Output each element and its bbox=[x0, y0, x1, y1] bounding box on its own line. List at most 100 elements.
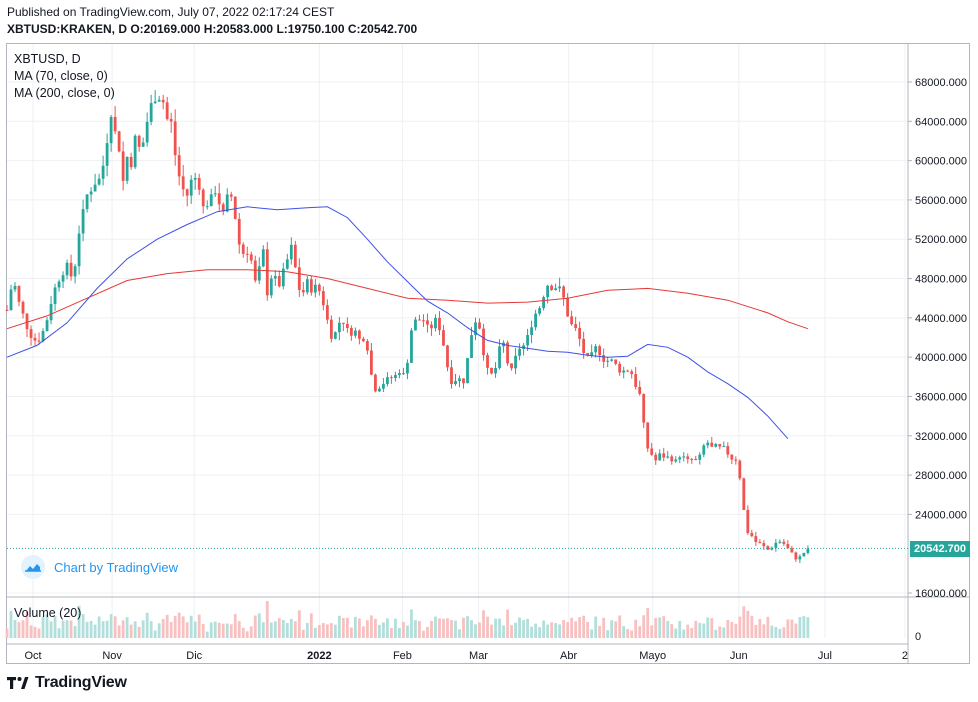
volume-bar bbox=[454, 620, 457, 638]
volume-bar bbox=[5, 628, 9, 638]
candle-body bbox=[21, 301, 25, 314]
candle-body bbox=[518, 348, 521, 356]
volume-bar bbox=[297, 610, 301, 638]
volume-bar bbox=[426, 626, 429, 638]
candle-body bbox=[430, 324, 433, 329]
x-tick-label: Jul bbox=[818, 650, 832, 662]
candle-body bbox=[622, 370, 626, 373]
volume-bar bbox=[85, 621, 89, 638]
candle-body bbox=[642, 393, 646, 423]
volume-bar bbox=[65, 620, 69, 638]
volume-bar bbox=[758, 618, 762, 638]
candle-body bbox=[73, 266, 77, 277]
volume-bar bbox=[406, 625, 409, 638]
candle-body bbox=[658, 453, 662, 461]
candle-body bbox=[498, 346, 501, 368]
volume-bar bbox=[590, 629, 594, 638]
volume-bar bbox=[213, 621, 217, 638]
candle-body bbox=[450, 367, 453, 385]
candle-body bbox=[638, 386, 642, 394]
candle-body bbox=[426, 320, 429, 325]
candle-body bbox=[325, 305, 329, 320]
chart-frame[interactable] bbox=[6, 43, 970, 664]
candle-body bbox=[285, 259, 289, 269]
candle-body bbox=[65, 262, 69, 276]
volume-bar bbox=[478, 622, 481, 638]
candle-body bbox=[614, 359, 618, 364]
candle-body bbox=[542, 297, 545, 309]
candle-body bbox=[510, 363, 513, 369]
volume-bar bbox=[802, 616, 806, 638]
volume-bar bbox=[165, 614, 169, 638]
candle-body bbox=[105, 143, 109, 166]
volume-bar bbox=[510, 625, 513, 638]
candle-body bbox=[45, 320, 49, 332]
candle-body bbox=[702, 445, 706, 455]
candle-body bbox=[197, 177, 201, 190]
volume-bar bbox=[794, 623, 798, 638]
tradingview-footer[interactable]: TradingView bbox=[7, 674, 127, 692]
volume-bar bbox=[486, 616, 489, 638]
volume-bar bbox=[606, 630, 610, 638]
candle-body bbox=[794, 552, 798, 560]
volume-bar bbox=[41, 616, 45, 638]
volume-bar bbox=[21, 620, 25, 638]
volume-bar bbox=[229, 624, 233, 638]
volume-bar bbox=[646, 607, 650, 638]
candle-body bbox=[610, 359, 614, 361]
volume-bar bbox=[141, 620, 145, 638]
volume-bar bbox=[610, 620, 614, 638]
candle-body bbox=[418, 319, 421, 321]
volume-bar bbox=[722, 627, 726, 638]
volume-bar bbox=[45, 614, 49, 638]
chart-watermark[interactable]: Chart by TradingView bbox=[20, 553, 210, 581]
volume-bar bbox=[410, 609, 413, 638]
legend-ma70: MA (70, close, 0) bbox=[14, 69, 108, 83]
candle-body bbox=[301, 289, 305, 293]
candle-body bbox=[185, 189, 189, 196]
volume-bar bbox=[361, 626, 365, 638]
volume-bar bbox=[77, 605, 81, 638]
watermark-label: Chart by TradingView bbox=[54, 559, 179, 575]
volume-bar bbox=[774, 626, 778, 638]
candle-body bbox=[281, 268, 285, 287]
candle-body bbox=[394, 375, 397, 379]
candle-body bbox=[221, 204, 225, 212]
candle-body bbox=[726, 446, 730, 455]
volume-bar bbox=[313, 627, 317, 638]
volume-bar bbox=[566, 622, 570, 638]
volume-bar bbox=[69, 620, 73, 638]
volume-bar bbox=[674, 628, 678, 638]
volume-bar bbox=[494, 618, 497, 638]
volume-bar bbox=[121, 620, 125, 638]
volume-bar bbox=[578, 617, 582, 638]
volume-bar bbox=[554, 623, 558, 638]
volume-bar bbox=[642, 615, 646, 638]
candle-body bbox=[113, 116, 117, 132]
candle-body bbox=[526, 335, 529, 346]
candle-body bbox=[598, 346, 602, 356]
candle-body bbox=[37, 340, 41, 342]
volume-bar bbox=[33, 626, 37, 638]
candle-body bbox=[506, 342, 509, 364]
volume-bar bbox=[237, 621, 241, 638]
legend-symbol: XBTUSD, D bbox=[14, 52, 81, 66]
candle-body bbox=[129, 156, 133, 168]
volume-bar bbox=[482, 610, 485, 638]
candle-body bbox=[201, 189, 205, 207]
volume-bar bbox=[730, 622, 734, 638]
volume-bar bbox=[273, 621, 277, 638]
volume-bar bbox=[462, 617, 465, 638]
candle-body bbox=[13, 285, 17, 290]
volume-bar bbox=[694, 620, 698, 638]
volume-bar bbox=[341, 618, 345, 638]
candle-body bbox=[710, 442, 714, 447]
volume-bar bbox=[710, 618, 714, 638]
volume-bar bbox=[29, 625, 33, 638]
candle-body bbox=[514, 355, 517, 369]
candle-body bbox=[806, 548, 810, 553]
y-tick-label: 68000.000 bbox=[915, 77, 967, 89]
volume-bar bbox=[161, 618, 165, 638]
volume-bar bbox=[177, 612, 181, 638]
